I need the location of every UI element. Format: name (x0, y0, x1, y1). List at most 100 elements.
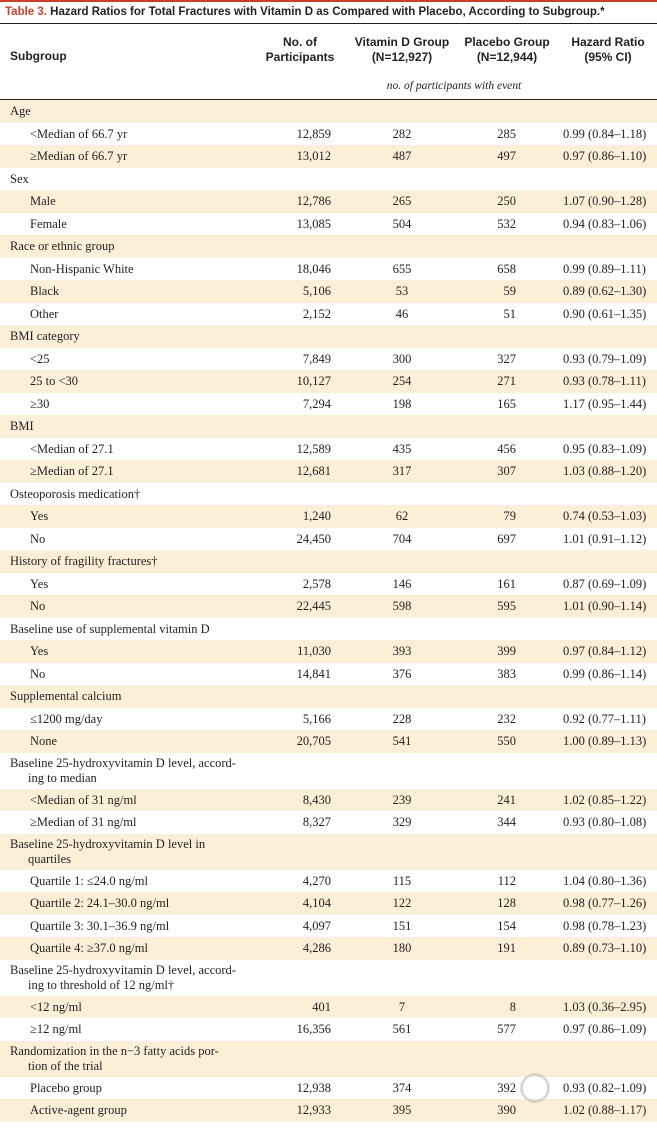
table-row: Quartile 1: ≤24.0 ng/ml 4,270 115 112 1.04 (… (0, 870, 657, 893)
vitamin-d-events-cell: 151 (392, 918, 412, 933)
table-label: Table 3. (5, 6, 47, 18)
hazard-ratio-cell: 0.89 (0.73–1.10) (563, 941, 647, 955)
placebo-events-cell: 271 (497, 374, 516, 388)
hazard-ratio-cell: 0.99 (0.86–1.14) (563, 666, 647, 681)
hazard-ratio-cell: 0.95 (0.83–1.09) (563, 441, 647, 456)
participants-cell: 12,859 (296, 126, 331, 141)
vitamin-d-events-cell: 7 (398, 999, 406, 1014)
vitamin-d-events-cell: 655 (392, 261, 412, 276)
table-row: ≥Median of 66.7 yr 13,012 487 497 0.97 (0.86… (0, 145, 657, 168)
placebo-events-cell: 497 (497, 149, 516, 163)
rule-top (0, 23, 657, 24)
table-row: None 20,705 541 550 1.00 (0.89–1.13) (0, 730, 657, 753)
placebo-events-cell: 577 (497, 1022, 516, 1036)
vitamin-d-events-cell: 282 (392, 126, 412, 141)
hazard-ratio-cell: 1.01 (0.91–1.12) (563, 531, 647, 546)
vitamin-d-events-cell: 376 (392, 666, 412, 681)
participants-cell: 5,166 (302, 711, 331, 726)
participants-cell: 12,681 (296, 464, 331, 478)
subgroup-label: ≥Median of 31 ng/ml (30, 815, 137, 829)
vitamin-d-events-cell: 265 (392, 194, 412, 208)
participants-cell: 12,589 (296, 441, 331, 456)
subgroup-label: ≥Median of 27.1 (30, 464, 114, 478)
placebo-events-cell: 595 (497, 599, 516, 613)
group-label: Sex (10, 171, 29, 186)
group-header-row: Randomization in the n−3 fatty acids por… (0, 1040, 657, 1077)
table-row: No 22,445 598 595 1.01 (0.90–1.14) (0, 595, 657, 618)
header-vitamin-d-line2: (N=12,927) (371, 50, 433, 64)
hazard-ratio-cell: 1.04 (0.80–1.36) (563, 873, 647, 888)
group-header-row: BMI category (0, 325, 657, 348)
hazard-ratio-cell: 1.02 (0.88–1.17) (563, 1103, 647, 1117)
hazard-ratio-cell: 0.74 (0.53–1.03) (563, 509, 647, 523)
hazard-ratio-cell: 0.92 (0.77–1.11) (563, 711, 646, 726)
table-row: Other 2,152 46 51 0.90 (0.61–1.35) (0, 303, 657, 326)
subgroup-label: Quartile 1: ≤24.0 ng/ml (30, 873, 148, 888)
table-row: Male 12,786 265 250 1.07 (0.90–1.28) (0, 190, 657, 213)
header-hazard-ratio-line1: Hazard Ratio (571, 35, 645, 49)
header-participants-line2: Participants (265, 50, 335, 64)
participants-cell: 13,085 (296, 216, 331, 231)
table-row: ≥Median of 27.1 12,681 317 307 1.03 (0.88–1.… (0, 460, 657, 483)
group-header-row: Race or ethnic group (0, 235, 657, 258)
header-hazard-ratio-line2: (95% CI) (584, 50, 632, 64)
subgroup-label: <25 (30, 351, 50, 366)
participants-cell: 24,450 (296, 531, 331, 546)
group-header-row: Baseline 25-hydroxyvitamin D level in qua… (0, 833, 657, 870)
placebo-events-cell: 59 (503, 284, 517, 298)
table-row: Non-Hispanic White 18,046 655 658 0.99 (0.89… (0, 258, 657, 281)
table-row: Quartile 3: 30.1–36.9 ng/ml 4,097 151 154 0.… (0, 915, 657, 938)
placebo-events-cell: 250 (497, 194, 516, 208)
hazard-ratio-cell: 0.93 (0.78–1.11) (563, 374, 646, 388)
group-header-row: Baseline 25-hydroxyvitamin D level, acco… (0, 960, 657, 996)
vitamin-d-events-cell: 487 (392, 149, 412, 163)
subgroup-label: Non-Hispanic White (30, 261, 134, 276)
hazard-ratio-cell: 0.93 (0.80–1.08) (563, 815, 647, 829)
table-row: Quartile 4: ≥37.0 ng/ml 4,286 180 191 0.89 (… (0, 937, 657, 960)
vitamin-d-events-cell: 115 (392, 873, 412, 888)
subgroup-label: Quartile 3: 30.1–36.9 ng/ml (30, 918, 170, 933)
participants-cell: 4,270 (302, 873, 331, 888)
group-label: Baseline 25-hydroxyvitamin D level, acco… (10, 755, 236, 770)
vitamin-d-events-cell: 704 (392, 531, 412, 546)
subgroup-label: <Median of 66.7 yr (30, 126, 128, 141)
hazard-ratio-cell: 0.97 (0.84–1.12) (563, 644, 647, 658)
vitamin-d-events-cell: 329 (392, 815, 412, 829)
vitamin-d-events-cell: 62 (395, 509, 409, 523)
table-row: ≥Median of 31 ng/ml 8,327 329 344 0.93 (0.80… (0, 811, 657, 834)
placebo-events-cell: 285 (497, 126, 516, 141)
participants-cell: 401 (312, 999, 331, 1014)
participants-cell: 16,356 (296, 1022, 331, 1036)
hazard-ratio-cell: 1.17 (0.95–1.44) (563, 396, 647, 411)
vitamin-d-events-cell: 561 (392, 1022, 412, 1036)
vitamin-d-events-cell: 300 (392, 351, 412, 366)
hazard-ratio-cell: 0.98 (0.77–1.26) (563, 896, 647, 910)
participants-cell: 5,106 (302, 284, 331, 298)
vitamin-d-events-cell: 228 (392, 711, 412, 726)
placebo-events-cell: 307 (497, 464, 516, 478)
placebo-events-cell: 399 (497, 644, 516, 658)
participants-cell: 12,938 (296, 1080, 331, 1095)
group-label-continued: tion of the trial (28, 1058, 103, 1073)
participants-cell: 18,046 (296, 261, 331, 276)
header-participants-line1: No. of (283, 35, 317, 49)
table-row: No 14,841 376 383 0.99 (0.86–1.14) (0, 663, 657, 686)
placebo-events-cell: 456 (497, 441, 516, 456)
hazard-ratio-cell: 1.03 (0.36–2.95) (563, 999, 647, 1014)
vitamin-d-events-cell: 598 (392, 599, 412, 613)
table-row: Yes 2,578 146 161 0.87 (0.69–1.09) (0, 573, 657, 596)
group-label: BMI (10, 419, 34, 433)
header-participants: No. of Participants (252, 35, 348, 65)
table-row: ≤1200 mg/day 5,166 228 232 0.92 (0.77–1.11) (0, 708, 657, 731)
placebo-events-cell: 658 (497, 261, 516, 276)
hazard-ratio-cell: 1.00 (0.89–1.13) (563, 734, 647, 748)
group-label-continued: quartiles (28, 851, 72, 866)
placebo-events-cell: 165 (497, 396, 516, 411)
vitamin-d-events-cell: 239 (392, 792, 412, 807)
header-event-note: no. of participants with event (386, 80, 522, 92)
table-row: Yes 1,240 62 79 0.74 (0.53–1.03) (0, 505, 657, 528)
placebo-events-cell: 191 (497, 941, 516, 955)
hazard-ratio-cell: 0.87 (0.69–1.09) (563, 576, 647, 591)
header-vitamin-d-line1: Vitamin D Group (354, 35, 450, 49)
table-row: <Median of 27.1 12,589 435 456 0.95 (0.83–1.… (0, 438, 657, 461)
